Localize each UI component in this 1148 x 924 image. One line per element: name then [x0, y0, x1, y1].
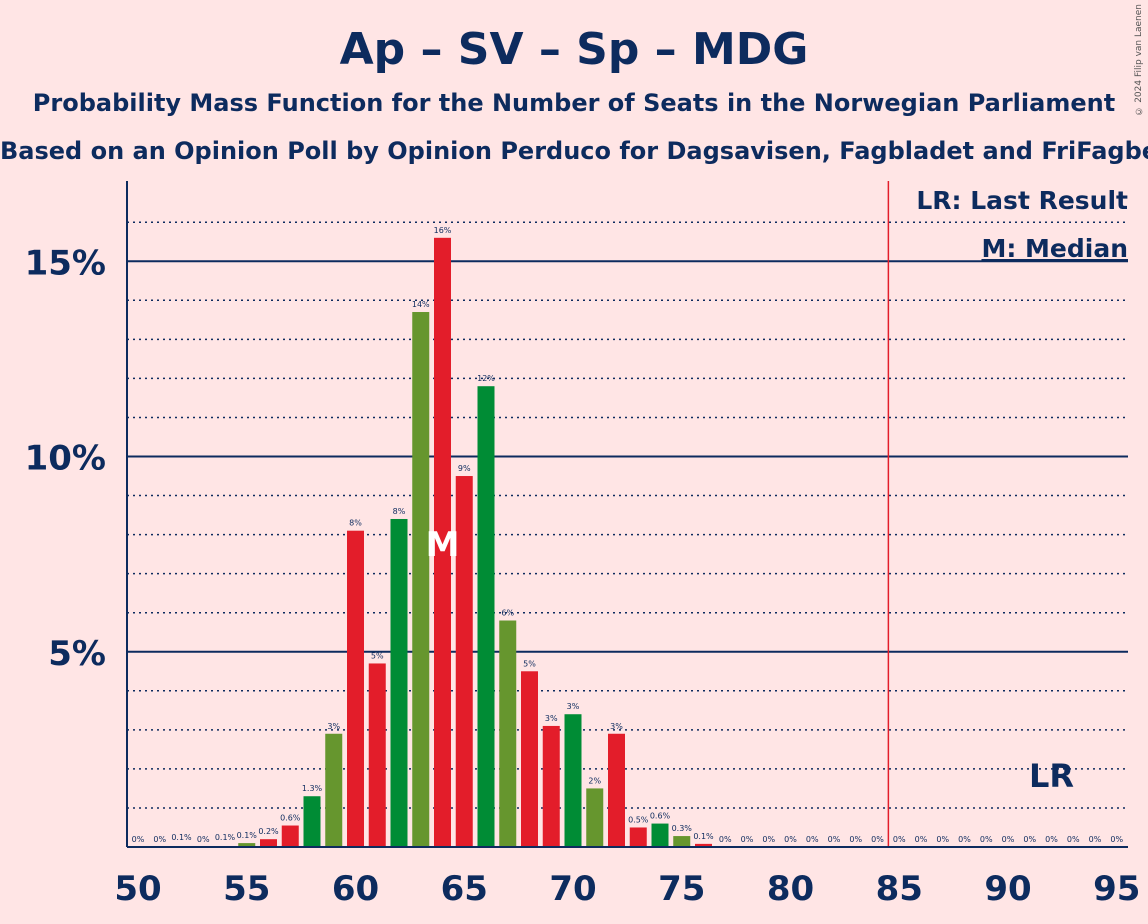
bar-value-label: 16% — [434, 226, 452, 235]
bar-value-label: 0% — [1089, 835, 1102, 844]
bar-seats-58 — [303, 796, 321, 847]
bar-value-label: 1.3% — [302, 784, 323, 793]
bar-value-label: 0% — [915, 835, 928, 844]
bar-value-label: 0.1% — [171, 833, 192, 842]
bar-seats-55 — [238, 843, 256, 847]
bar-value-label: 0% — [871, 835, 884, 844]
y-tick-label: 10% — [25, 439, 106, 479]
bar-value-label: 0% — [936, 835, 949, 844]
bar-seats-75 — [673, 836, 691, 847]
bar-value-label: 0% — [741, 835, 754, 844]
bar-value-label: 0.1% — [693, 832, 714, 841]
bar-seats-68 — [521, 671, 538, 847]
legend-entry: LR: Last Result — [916, 186, 1128, 215]
bar-value-label: 0% — [980, 835, 993, 844]
bar-value-label: 8% — [349, 519, 362, 528]
bar-seats-64 — [434, 237, 451, 847]
bar-value-label: 12% — [477, 374, 495, 383]
bar-value-label: 0% — [1002, 835, 1015, 844]
bar-seats-72 — [608, 733, 625, 847]
y-tick-label: 15% — [25, 243, 106, 283]
y-tick-label: 5% — [48, 634, 106, 674]
bar-seats-76 — [695, 843, 712, 847]
bar-seats-69 — [542, 725, 560, 847]
bar-value-label: 0% — [806, 835, 819, 844]
last-result-marker: LR — [1029, 757, 1074, 795]
bar-seats-65 — [455, 476, 473, 847]
bar-seats-61 — [368, 663, 386, 847]
bar-value-label: 0% — [958, 835, 971, 844]
x-tick-label: 70 — [549, 869, 596, 909]
bar-value-label: 0.1% — [237, 831, 258, 840]
bar-value-label: 9% — [458, 464, 471, 473]
bar-value-label: 0% — [762, 835, 775, 844]
bar-seats-63 — [412, 312, 430, 847]
bar-seats-60 — [347, 530, 364, 847]
bar-value-label: 5% — [371, 651, 384, 660]
x-tick-label: 75 — [658, 869, 705, 909]
bar-seats-74 — [651, 823, 669, 847]
bar-value-label: 0% — [132, 835, 145, 844]
bar-value-label: 0% — [197, 835, 210, 844]
bar-value-label: 6% — [501, 609, 514, 618]
x-tick-label: 85 — [876, 869, 923, 909]
bar-value-label: 0% — [893, 835, 906, 844]
bar-seats-67 — [499, 620, 517, 847]
bar-value-label: 0% — [153, 835, 166, 844]
bar-value-label: 0% — [719, 835, 732, 844]
x-tick-label: 50 — [114, 869, 161, 909]
x-tick-label: 95 — [1093, 869, 1140, 909]
bar-seats-73 — [629, 827, 647, 847]
bar-value-label: 3% — [327, 722, 340, 731]
bar-value-label: 0% — [828, 835, 841, 844]
bar-value-label: 0.6% — [650, 812, 671, 821]
chart-subtitle: Probability Mass Function for the Number… — [32, 89, 1116, 117]
bar-value-label: 0% — [1110, 835, 1123, 844]
bar-seats-57 — [281, 825, 299, 847]
bar-value-label: 0.1% — [215, 833, 236, 842]
bar-value-label: 3% — [610, 722, 623, 731]
bar-seats-71 — [586, 788, 604, 847]
bar-value-label: 0% — [1023, 835, 1036, 844]
bar-value-label: 0% — [784, 835, 797, 844]
bar-seats-66 — [477, 386, 495, 847]
bar-seats-62 — [390, 518, 408, 847]
median-marker: M — [426, 525, 460, 565]
bar-value-label: 8% — [393, 507, 406, 516]
x-tick-label: 65 — [441, 869, 488, 909]
bar-value-label: 14% — [412, 300, 430, 309]
x-tick-label: 60 — [332, 869, 379, 909]
bar-value-label: 0.3% — [672, 824, 693, 833]
bar-value-label: 0% — [1045, 835, 1058, 844]
x-tick-label: 55 — [223, 869, 270, 909]
bar-value-label: 0% — [1067, 835, 1080, 844]
x-tick-label: 90 — [984, 869, 1031, 909]
bar-value-label: 3% — [545, 714, 558, 723]
bar-seats-59 — [325, 733, 343, 847]
poll-caption: Based on an Opinion Poll by Opinion Perd… — [0, 137, 1148, 165]
bar-value-label: 0.2% — [258, 827, 279, 836]
x-tick-label: 80 — [767, 869, 814, 909]
bar-seats-56 — [260, 839, 277, 847]
bar-value-label: 0.6% — [280, 814, 301, 823]
bar-value-label: 5% — [523, 659, 536, 668]
bar-value-label: 3% — [567, 702, 580, 711]
bar-seats-70 — [564, 714, 582, 847]
legend-entry: M: Median — [981, 234, 1128, 263]
chart-title: Ap – SV – Sp – MDG — [339, 24, 809, 75]
bar-value-label: 0% — [849, 835, 862, 844]
bar-value-label: 0.5% — [628, 815, 649, 824]
bar-value-label: 2% — [588, 776, 601, 785]
